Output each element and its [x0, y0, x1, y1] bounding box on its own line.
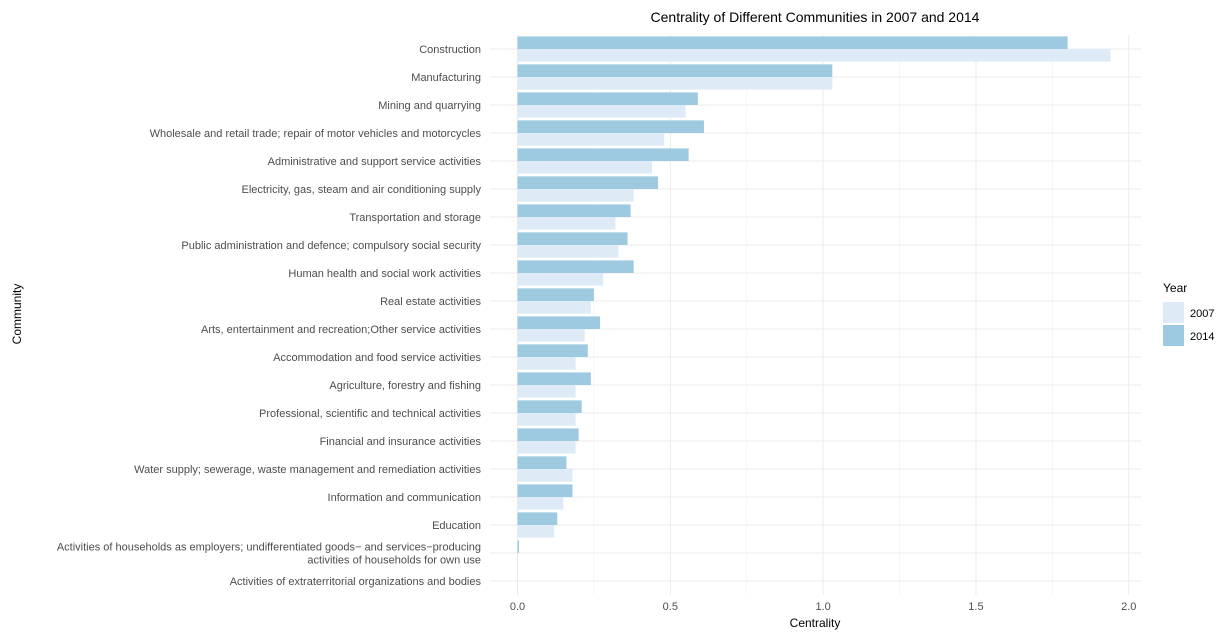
chart-title: Centrality of Different Communities in 2… [651, 9, 980, 25]
bar-2007 [517, 105, 686, 118]
y-tick-label: Human health and social work activities [288, 268, 481, 280]
bar-2014 [517, 288, 594, 301]
y-tick-label: Water supply; sewerage, waste management… [134, 464, 481, 476]
x-tick-label: 2.0 [1121, 601, 1136, 613]
bar-2014 [517, 232, 628, 245]
bar-2007 [517, 49, 1111, 62]
bars [517, 36, 1111, 553]
legend-label-2007: 2007 [1190, 308, 1214, 320]
y-tick-labels: Construction Manufacturing Mining and quar… [57, 44, 482, 588]
x-tick-label: 1.0 [815, 601, 830, 613]
bar-2007 [517, 161, 652, 174]
bar-2014 [517, 64, 833, 77]
bar-2014 [517, 92, 698, 105]
y-tick-label: Public administration and defence; compu… [181, 240, 481, 252]
bar-2007 [517, 413, 576, 426]
y-tick-label: Arts, entertainment and recreation;Other… [201, 324, 482, 336]
y-tick-label: Professional, scientific and technical a… [259, 408, 481, 420]
y-tick-label: Education [432, 520, 481, 532]
bar-2007 [517, 77, 833, 90]
y-tick-label: Transportation and storage [349, 212, 481, 224]
y-tick-label: Financial and insurance activities [320, 436, 482, 448]
y-axis-label: Community [10, 284, 24, 345]
bar-2007 [517, 357, 576, 370]
y-tick-label: Activities of extraterritorial organizat… [230, 576, 482, 588]
bar-2014 [517, 456, 567, 469]
y-tick-label: Accommodation and food service activitie… [273, 352, 481, 364]
bar-2014 [517, 204, 631, 217]
bar-2014 [517, 344, 588, 357]
bar-2007 [517, 497, 564, 510]
bar-2014 [517, 400, 582, 413]
bar-2007 [517, 525, 555, 538]
bar-2007 [517, 469, 573, 482]
grid-lines [490, 35, 1141, 595]
x-tick-label: 1.5 [968, 601, 983, 613]
y-tick-label: Mining and quarrying [378, 100, 481, 112]
x-tick-label: 0.0 [510, 601, 525, 613]
legend-key-2007 [1163, 302, 1184, 323]
bar-2007 [517, 189, 634, 202]
bar-2014 [517, 540, 520, 553]
bar-2007 [517, 329, 585, 342]
bar-2007 [517, 385, 576, 398]
legend-title: Year [1163, 281, 1187, 295]
bar-2014 [517, 176, 659, 189]
y-tick-label: Construction [419, 44, 481, 56]
y-tick-label: Real estate activities [380, 296, 481, 308]
bar-2014 [517, 120, 704, 133]
bar-2014 [517, 428, 579, 441]
bar-2014 [517, 148, 689, 161]
bar-2007 [517, 273, 604, 286]
x-tick-labels: 0.0 0.5 1.0 1.5 2.0 [510, 601, 1137, 613]
y-tick-label: Manufacturing [411, 72, 481, 84]
y-tick-label: Administrative and support service activ… [268, 156, 482, 168]
y-tick-label: Activities of households as employers; u… [57, 542, 481, 567]
bar-2014 [517, 36, 1068, 49]
bar-2007 [517, 217, 616, 230]
y-tick-label: Electricity, gas, steam and air conditio… [242, 184, 482, 196]
y-tick-label: Wholesale and retail trade; repair of mo… [150, 128, 482, 140]
x-tick-label: 0.5 [663, 601, 678, 613]
bar-2014 [517, 484, 573, 497]
y-tick-label: Information and communication [328, 492, 481, 504]
bar-2014 [517, 260, 634, 273]
legend-key-2014 [1163, 325, 1184, 346]
legend-label-2014: 2014 [1190, 331, 1214, 343]
bar-2007 [517, 441, 576, 454]
x-axis-label: Centrality [790, 616, 841, 630]
bar-2007 [517, 301, 591, 314]
bar-2014 [517, 316, 601, 329]
bar-2014 [517, 372, 591, 385]
bar-2014 [517, 512, 558, 525]
legend: Year 2007 2014 [1163, 281, 1214, 346]
y-tick-label: Agriculture, forestry and fishing [329, 380, 481, 392]
bar-2007 [517, 133, 665, 146]
bar-2007 [517, 245, 619, 258]
